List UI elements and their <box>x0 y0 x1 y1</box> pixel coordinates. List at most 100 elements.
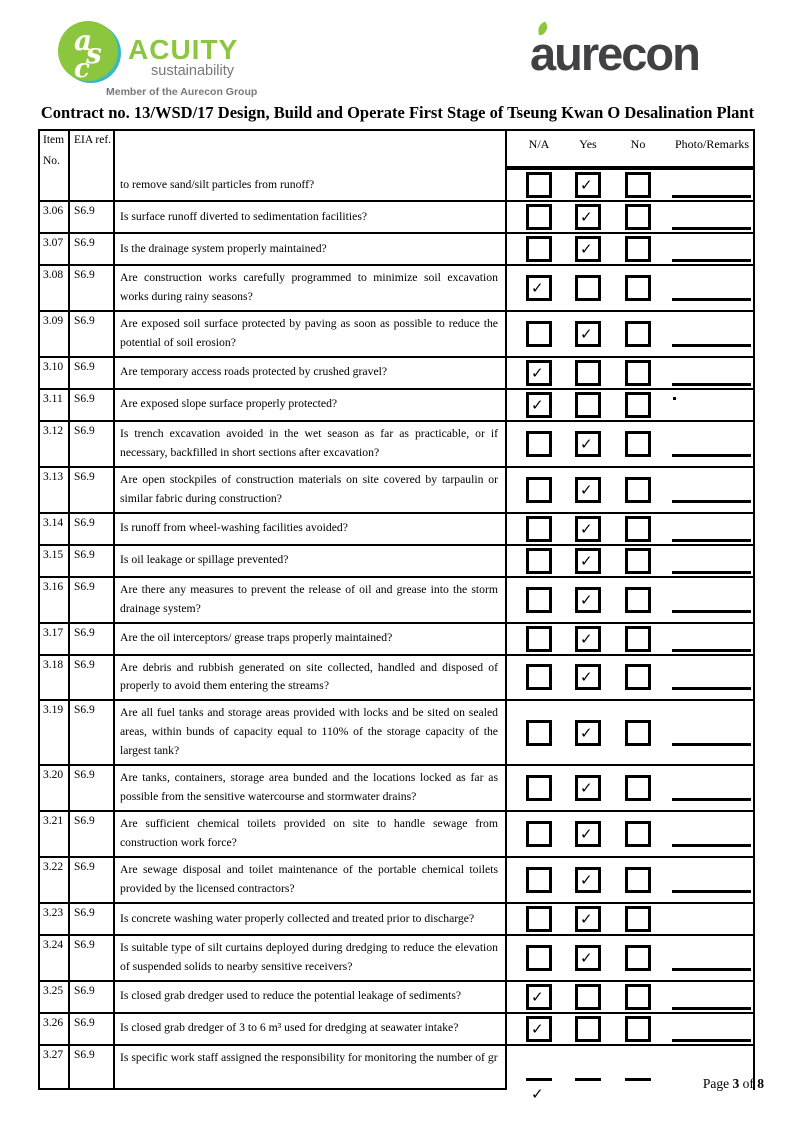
checkbox-na[interactable] <box>526 236 552 262</box>
checkbox-no[interactable] <box>625 719 651 746</box>
remark-area[interactable] <box>672 227 751 230</box>
checkbox-yes[interactable]: ✓ <box>575 821 601 848</box>
checkbox-no[interactable] <box>625 274 651 301</box>
remark-area[interactable] <box>672 259 751 262</box>
checkbox-no[interactable] <box>625 775 651 802</box>
checkbox-no[interactable] <box>625 664 651 691</box>
remark-area[interactable] <box>672 1038 751 1042</box>
remark-area[interactable] <box>672 844 751 848</box>
checkbox-yes[interactable]: ✓ <box>575 320 601 347</box>
checkbox-no[interactable] <box>625 172 651 198</box>
checkbox-yes[interactable]: ✓ <box>575 430 601 457</box>
checkbox-yes[interactable] <box>575 391 601 418</box>
remark-area[interactable] <box>672 382 751 386</box>
checkbox-yes[interactable] <box>575 983 601 1010</box>
checkbox-yes[interactable]: ✓ <box>575 586 601 613</box>
checkbox-yes[interactable]: ✓ <box>575 515 601 542</box>
checkbox-na[interactable] <box>526 821 552 848</box>
checkbox-na[interactable]: ✓ <box>526 1077 552 1103</box>
remark-area[interactable] <box>672 538 751 542</box>
checkbox-yes[interactable]: ✓ <box>575 775 601 802</box>
checkbox-na[interactable]: ✓ <box>526 1015 552 1042</box>
checkbox-no[interactable] <box>625 983 651 1010</box>
checkbox-yes[interactable]: ✓ <box>575 625 601 652</box>
checkbox-na[interactable]: ✓ <box>526 391 552 418</box>
checkbox-yes[interactable]: ✓ <box>575 867 601 894</box>
checkbox-no[interactable] <box>625 320 651 347</box>
remark-area[interactable] <box>672 195 751 198</box>
acuity-logo-subtitle: sustainability <box>151 63 235 79</box>
checkmark-icon: ✓ <box>531 1084 544 1103</box>
checkbox-na[interactable] <box>526 430 552 457</box>
checkbox-no[interactable] <box>625 547 651 574</box>
remark-area[interactable] <box>672 499 751 503</box>
table-row: 3.23 S6.9 Is concrete washing water prop… <box>40 904 753 937</box>
checkbox-yes[interactable]: ✓ <box>575 944 601 971</box>
checkbox-yes[interactable] <box>575 359 601 386</box>
answer-cell: ✓ <box>507 390 753 422</box>
checkbox-yes[interactable]: ✓ <box>575 547 601 574</box>
checkbox-no[interactable] <box>625 359 651 386</box>
checkbox-na[interactable] <box>526 944 552 971</box>
checkbox-na[interactable]: ✓ <box>526 274 552 301</box>
checkbox-na[interactable] <box>526 204 552 230</box>
checkbox-no[interactable] <box>625 625 651 652</box>
checkbox-no[interactable] <box>625 391 651 418</box>
checkmark-icon: ✓ <box>531 363 544 382</box>
eia-ref: S6.9 <box>70 904 115 937</box>
checkbox-no[interactable] <box>625 515 651 542</box>
checkbox-yes[interactable]: ✓ <box>575 236 601 262</box>
checkbox-no[interactable] <box>625 236 651 262</box>
checkbox-no[interactable] <box>625 906 651 933</box>
remark-area[interactable] <box>672 687 751 691</box>
remark-area[interactable] <box>672 609 751 613</box>
remark-area[interactable] <box>672 570 751 574</box>
checkbox-na[interactable] <box>526 515 552 542</box>
checkbox-yes[interactable]: ✓ <box>575 719 601 746</box>
remark-area[interactable] <box>672 1006 751 1010</box>
checkbox-no[interactable] <box>625 476 651 503</box>
eia-ref: S6.9 <box>70 1013 115 1046</box>
checkbox-na[interactable] <box>526 664 552 691</box>
checkbox-na[interactable] <box>526 906 552 933</box>
checkbox-na[interactable]: ✓ <box>526 983 552 1010</box>
checkbox-no[interactable] <box>625 821 651 848</box>
checkbox-na[interactable] <box>526 476 552 503</box>
remark-area[interactable] <box>672 343 751 347</box>
checkbox-no[interactable] <box>625 204 651 230</box>
item-no: 3.14 <box>40 513 70 546</box>
remark-area[interactable] <box>672 890 751 894</box>
checkbox-na[interactable] <box>526 625 552 652</box>
checkbox-yes[interactable]: ✓ <box>575 204 601 230</box>
checkbox-no[interactable] <box>625 944 651 971</box>
item-no: 3.17 <box>40 623 70 656</box>
checkbox-yes[interactable] <box>575 1015 601 1042</box>
remark-area[interactable] <box>672 297 751 301</box>
checkbox-yes[interactable] <box>575 1077 601 1081</box>
checkbox-na[interactable] <box>526 867 552 894</box>
checkbox-yes[interactable]: ✓ <box>575 476 601 503</box>
checkbox-yes[interactable] <box>575 274 601 301</box>
checkbox-yes[interactable]: ✓ <box>575 664 601 691</box>
checkbox-no[interactable] <box>625 586 651 613</box>
remark-area[interactable] <box>672 798 751 802</box>
checkbox-no[interactable] <box>625 867 651 894</box>
checkbox-na[interactable] <box>526 719 552 746</box>
checkbox-no[interactable] <box>625 1077 651 1081</box>
checkbox-yes[interactable]: ✓ <box>575 906 601 933</box>
checkbox-na[interactable] <box>526 586 552 613</box>
checkbox-na[interactable] <box>526 547 552 574</box>
checkbox-na[interactable] <box>526 172 552 198</box>
checkbox-no[interactable] <box>625 430 651 457</box>
remark-area[interactable] <box>673 396 676 400</box>
question-text: Is closed grab dredger used to reduce th… <box>120 989 462 1003</box>
remark-area[interactable] <box>672 742 751 746</box>
checkbox-na[interactable]: ✓ <box>526 359 552 386</box>
remark-area[interactable] <box>672 648 751 652</box>
checkbox-no[interactable] <box>625 1015 651 1042</box>
checkbox-na[interactable] <box>526 775 552 802</box>
checkbox-yes[interactable]: ✓ <box>575 172 601 198</box>
checkbox-na[interactable] <box>526 320 552 347</box>
remark-area[interactable] <box>672 967 751 971</box>
remark-area[interactable] <box>672 453 751 457</box>
